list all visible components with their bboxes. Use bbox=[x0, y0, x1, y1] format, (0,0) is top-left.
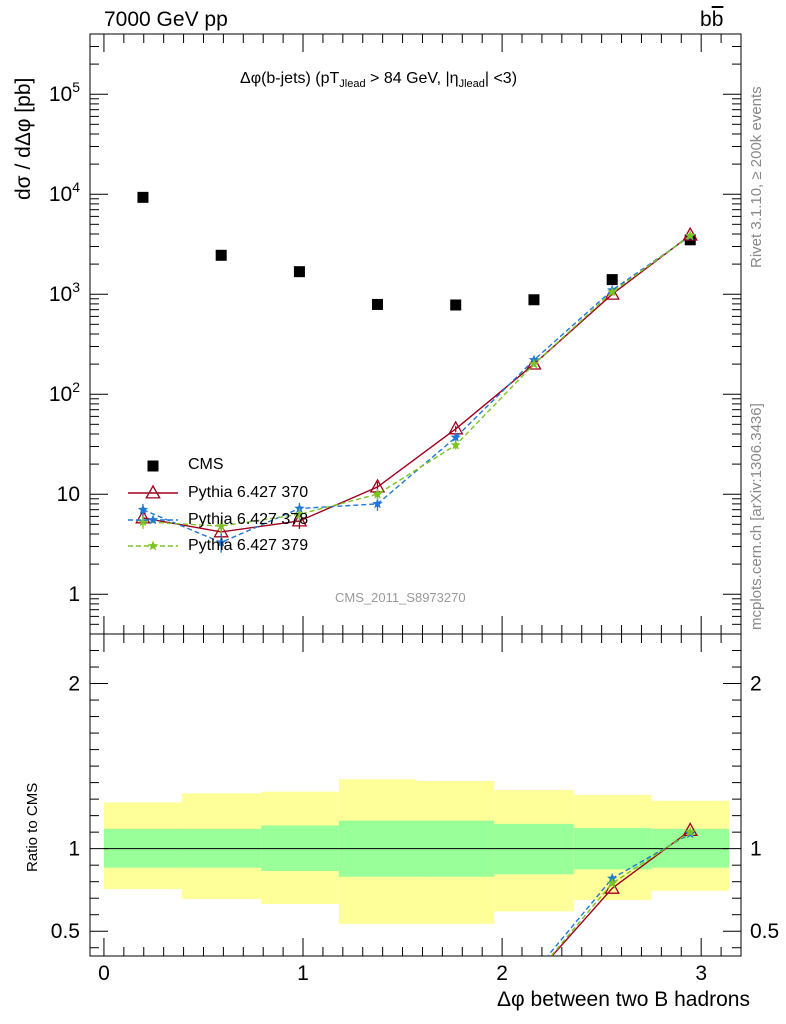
title-sub1: Jlead bbox=[339, 78, 366, 91]
cms-point bbox=[606, 274, 618, 286]
pythia-6-427-378-point bbox=[372, 498, 383, 509]
legend-label-pythia-378: Pythia 6.427 378 bbox=[188, 511, 309, 528]
cms-point bbox=[137, 191, 149, 203]
ratio-y-tick-label: 2 bbox=[68, 673, 80, 696]
legend-pythia-6-427-370-marker bbox=[145, 484, 161, 499]
title-prefix: Δφ(b-jets) (pT bbox=[240, 70, 340, 87]
y-tick-label: 10 bbox=[57, 483, 80, 506]
legend-pythia-6-427-378-marker bbox=[147, 514, 159, 525]
pythia-6-427-370-line bbox=[142, 234, 691, 533]
pythia-6-427-378-point bbox=[137, 504, 149, 515]
pythia-6-427-379-point bbox=[294, 508, 305, 519]
ratio-pythia-6-427-379-line bbox=[550, 831, 691, 956]
y-tick-label: 1 bbox=[68, 583, 80, 606]
pythia-6-427-378-point bbox=[294, 503, 305, 513]
title-suffix: | <3) bbox=[484, 70, 518, 87]
ratio-y-tick-label: 1 bbox=[68, 838, 80, 861]
ratio-y-tick-label: 0.5 bbox=[51, 920, 80, 943]
pythia-6-427-379-point bbox=[528, 358, 540, 369]
legend-label-cms: CMS bbox=[188, 456, 224, 473]
mcplots-reference-label: mcplots.cern.ch [arXiv:1306.3436] bbox=[748, 403, 765, 630]
main-y-axis-label: dσ / dΔφ [pb] bbox=[12, 77, 35, 200]
legend-pythia-6-427-379-marker bbox=[147, 540, 159, 551]
ratio-y-axis-label: Ratio to CMS bbox=[24, 782, 41, 872]
process-bbar: b bbox=[711, 8, 724, 31]
axis-tick-labels: 1 10 102 103 104 105 0.5 0.5 1 1 2 2 0 1 2 3 bbox=[49, 79, 779, 985]
ratio-y-tick-label-right: 1 bbox=[750, 838, 762, 861]
main-series bbox=[135, 191, 699, 553]
ratio-pythia-6-427-378-line bbox=[546, 833, 691, 956]
ratio-series-group bbox=[546, 822, 699, 956]
pythia-6-427-378-point bbox=[216, 536, 227, 547]
title-sub2: Jlead bbox=[458, 78, 485, 91]
pythia-6-427-370-point bbox=[291, 512, 308, 527]
ratio-pythia-6-427-379-point bbox=[685, 826, 696, 837]
y-tick-label: 103 bbox=[49, 279, 80, 306]
x-tick-label: 1 bbox=[297, 962, 309, 985]
cms-point bbox=[371, 298, 383, 310]
ratio-pythia-6-427-379-point bbox=[607, 877, 618, 888]
rivet-version-label: Rivet 3.1.10, ≥ 200k events bbox=[748, 86, 765, 268]
cms-point bbox=[215, 249, 227, 261]
pythia-6-427-378-point bbox=[450, 431, 461, 442]
analysis-id-label: CMS_2011_S8973270 bbox=[335, 590, 466, 605]
x-axis-label: Δφ between two B hadrons bbox=[497, 988, 750, 1011]
ratio-plot-frame bbox=[89, 633, 742, 957]
legend bbox=[128, 460, 178, 551]
ratio-y-tick-label-right: 2 bbox=[750, 673, 762, 696]
process-label: bb bbox=[700, 8, 723, 32]
y-tick-label: 105 bbox=[49, 79, 80, 106]
x-tick-label: 2 bbox=[496, 962, 508, 985]
pythia-6-427-379-point bbox=[137, 516, 149, 527]
legend-label-pythia-379: Pythia 6.427 379 bbox=[188, 537, 309, 554]
cms-point bbox=[528, 294, 540, 306]
energy-label: 7000 GeV pp bbox=[104, 8, 228, 31]
ratio-uncertainty-bands bbox=[103, 779, 730, 924]
x-tick-label: 0 bbox=[98, 962, 110, 985]
pythia-6-427-379-point bbox=[607, 286, 618, 297]
title-mid: > 84 GeV, |η bbox=[365, 70, 459, 87]
pythia-6-427-379-line bbox=[142, 235, 691, 527]
legend-label-pythia-370: Pythia 6.427 370 bbox=[188, 484, 309, 501]
x-tick-label: 3 bbox=[695, 962, 707, 985]
ratio-pythia-6-427-370-line bbox=[551, 829, 691, 956]
legend-cms-marker bbox=[147, 460, 159, 472]
cms-point bbox=[450, 299, 462, 311]
plot-title: Δφ(b-jets) (pTJlead > 84 GeV, |ηJlead| <… bbox=[240, 70, 517, 90]
axis-ticks bbox=[90, 33, 741, 956]
pythia-6-427-379-point bbox=[450, 439, 461, 450]
cms-point bbox=[293, 266, 305, 278]
ratio-y-tick-label-right: 0.5 bbox=[750, 920, 779, 943]
pythia-6-427-379-point bbox=[685, 230, 696, 241]
pythia-6-427-379-point bbox=[372, 488, 383, 499]
ratio-series bbox=[546, 822, 699, 956]
y-tick-label: 104 bbox=[49, 179, 80, 206]
process-b: b bbox=[700, 8, 712, 31]
pythia-6-427-379-point bbox=[216, 520, 227, 531]
pythia-6-427-378-line bbox=[142, 235, 691, 544]
y-tick-label: 102 bbox=[49, 379, 80, 406]
